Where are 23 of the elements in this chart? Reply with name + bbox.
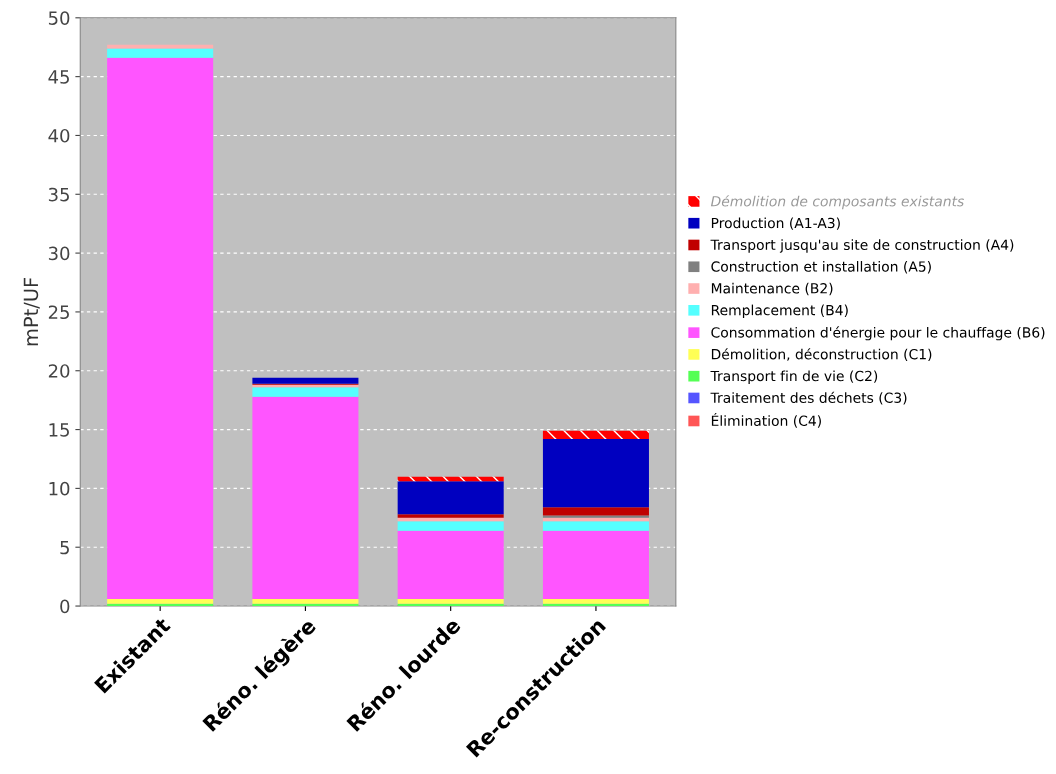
legend-label: Construction et installation (A5) [711,261,931,274]
legend-label: Production (A1-A3) [711,217,840,230]
legend-label: Transport fin de vie (C2) [710,370,878,384]
y-tick-label: 0 [60,599,70,614]
legend-label: Consommation d'énergie pour le chauffage (B6) [711,326,1045,341]
legend-label: Démolition, déconstruction (C1) [711,348,932,362]
y-tick-label: 30 [48,246,70,261]
y-tick-label: 45 [48,70,69,84]
legend-label: Maintenance (B2) [711,282,833,296]
y-axis-title: mPt/UF [23,277,40,346]
y-tick-label: 40 [48,128,70,143]
legend-label: Remplacement (B4) [711,304,848,319]
y-tick-label: 25 [48,305,69,320]
y-tick-label: 50 [48,11,70,25]
legend-label: Traitement des déchets (C3) [710,391,907,405]
legend-label: Transport jusqu'au site de construction (A4) [710,239,1014,253]
legend-label: Démolition de composants existants [710,195,964,210]
y-tick-label: 10 [49,481,70,496]
y-tick-label: 15 [49,423,69,437]
y-tick-label: 5 [60,540,69,555]
y-tick-label: 35 [48,187,69,202]
y-tick-label: 20 [48,364,70,378]
legend-label: Élimination (C4) [711,412,821,428]
